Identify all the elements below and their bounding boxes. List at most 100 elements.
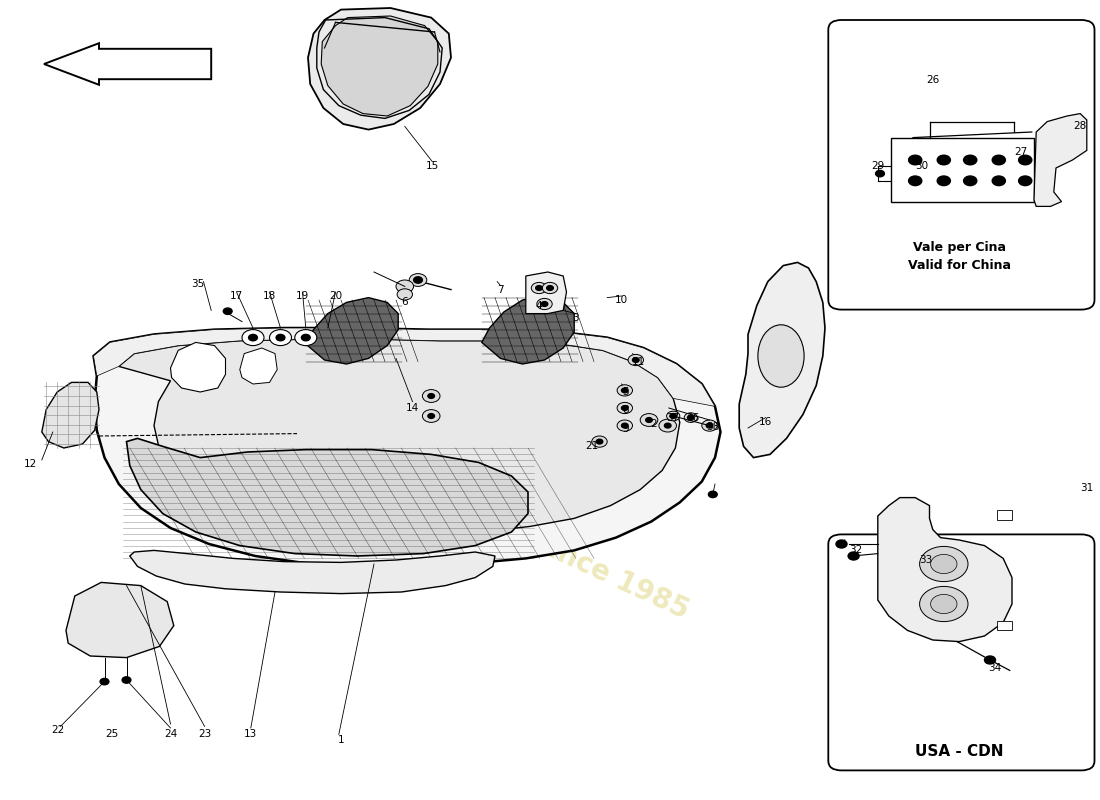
Circle shape	[592, 436, 607, 447]
Polygon shape	[739, 262, 825, 458]
Polygon shape	[482, 296, 574, 364]
Text: 4: 4	[536, 301, 542, 310]
Polygon shape	[66, 582, 174, 658]
Text: 37: 37	[667, 414, 680, 423]
Circle shape	[270, 330, 292, 346]
FancyBboxPatch shape	[828, 20, 1094, 310]
Bar	[997, 510, 1012, 520]
Circle shape	[621, 423, 628, 428]
Text: 35: 35	[191, 279, 205, 289]
Circle shape	[659, 419, 676, 432]
Circle shape	[912, 178, 918, 183]
Text: 16: 16	[759, 418, 772, 427]
Circle shape	[249, 334, 257, 341]
Circle shape	[992, 155, 1005, 165]
Circle shape	[621, 406, 628, 410]
Text: 5: 5	[623, 387, 629, 397]
Circle shape	[706, 423, 713, 428]
Circle shape	[428, 394, 435, 398]
Text: 9: 9	[623, 424, 629, 434]
Circle shape	[992, 176, 1005, 186]
Circle shape	[547, 286, 553, 290]
Circle shape	[964, 155, 977, 165]
Text: 26: 26	[926, 75, 939, 85]
Circle shape	[708, 491, 717, 498]
Text: 3: 3	[572, 313, 579, 322]
Circle shape	[646, 418, 652, 422]
FancyArrow shape	[44, 43, 211, 85]
Text: 31: 31	[1080, 483, 1093, 493]
Polygon shape	[130, 550, 495, 594]
Circle shape	[596, 439, 603, 444]
Polygon shape	[94, 328, 721, 566]
Circle shape	[940, 158, 947, 162]
Circle shape	[702, 420, 717, 431]
Text: a passion for parts since 1985: a passion for parts since 1985	[253, 399, 693, 625]
Circle shape	[422, 410, 440, 422]
Circle shape	[295, 330, 317, 346]
Circle shape	[670, 414, 676, 418]
Circle shape	[541, 302, 548, 306]
Text: 8: 8	[623, 406, 629, 415]
Circle shape	[1019, 176, 1032, 186]
Circle shape	[122, 677, 131, 683]
Text: 32: 32	[849, 546, 862, 555]
Circle shape	[876, 170, 884, 177]
Text: 14: 14	[406, 403, 419, 413]
Circle shape	[628, 354, 643, 366]
Circle shape	[848, 552, 859, 560]
Circle shape	[964, 176, 977, 186]
Circle shape	[100, 678, 109, 685]
Circle shape	[931, 554, 957, 574]
Text: 30: 30	[915, 162, 928, 171]
Circle shape	[984, 656, 996, 664]
Polygon shape	[170, 342, 226, 392]
Circle shape	[640, 414, 658, 426]
FancyBboxPatch shape	[828, 534, 1094, 770]
Text: USA - CDN: USA - CDN	[915, 745, 1003, 759]
Text: 21: 21	[585, 441, 598, 450]
Text: 25: 25	[106, 730, 119, 739]
Text: 10: 10	[615, 295, 628, 305]
Circle shape	[909, 155, 922, 165]
Circle shape	[909, 176, 922, 186]
Bar	[997, 621, 1012, 630]
Text: 11: 11	[631, 357, 645, 366]
Text: 24: 24	[164, 730, 177, 739]
Circle shape	[301, 334, 310, 341]
Text: 22: 22	[52, 725, 65, 734]
Circle shape	[1019, 155, 1032, 165]
Circle shape	[1022, 178, 1028, 183]
Circle shape	[617, 385, 632, 396]
Circle shape	[937, 176, 950, 186]
Circle shape	[617, 420, 632, 431]
Text: 15: 15	[426, 162, 439, 171]
Polygon shape	[126, 438, 528, 556]
Polygon shape	[321, 16, 438, 116]
Text: 36: 36	[686, 414, 700, 423]
Circle shape	[414, 277, 422, 283]
Circle shape	[428, 414, 435, 418]
Text: 1: 1	[338, 735, 344, 745]
Circle shape	[536, 286, 542, 290]
Text: Valid for China: Valid for China	[908, 259, 1011, 272]
Text: 20: 20	[329, 291, 342, 301]
Circle shape	[996, 158, 1002, 162]
Text: 7: 7	[497, 285, 504, 294]
Polygon shape	[891, 138, 1034, 202]
Circle shape	[996, 178, 1002, 183]
Circle shape	[409, 274, 427, 286]
Circle shape	[688, 415, 694, 420]
Circle shape	[967, 158, 974, 162]
Text: 23: 23	[198, 730, 211, 739]
Text: 2: 2	[650, 419, 657, 429]
Circle shape	[242, 330, 264, 346]
Polygon shape	[94, 328, 715, 406]
Circle shape	[667, 411, 680, 421]
Text: Vale per Cina: Vale per Cina	[913, 242, 1005, 254]
Circle shape	[967, 178, 974, 183]
Ellipse shape	[758, 325, 804, 387]
Text: 13: 13	[244, 730, 257, 739]
Polygon shape	[308, 8, 451, 130]
Circle shape	[396, 280, 414, 293]
